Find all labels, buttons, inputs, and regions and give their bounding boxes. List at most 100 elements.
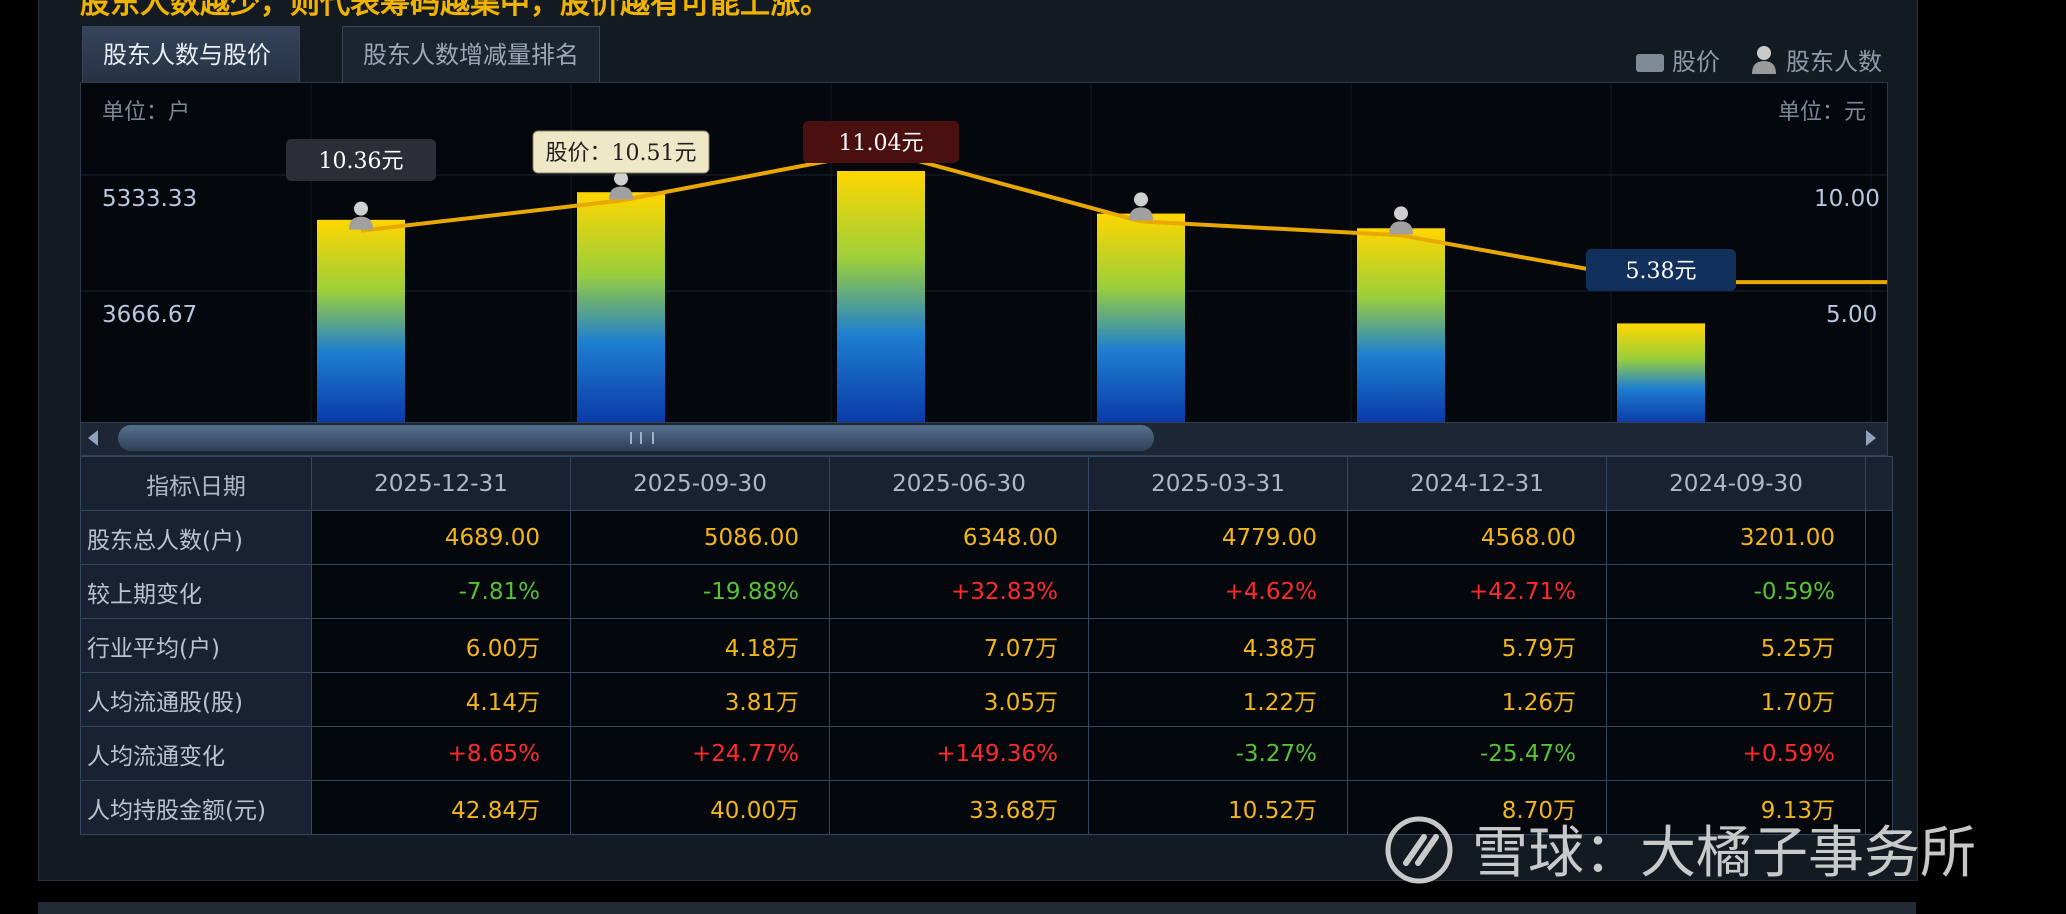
price-tooltip-box <box>286 139 436 181</box>
holders-bar <box>1097 213 1185 423</box>
table-cell: 3.81万 <box>570 672 830 727</box>
holders-price-chart: 10.36元 股价：10.51元 11.04元 5.38元 <box>80 82 1888 424</box>
legend-holders[interactable]: 股东人数 <box>1750 42 1882 81</box>
tab-holders-change-ranking[interactable]: 股东人数增减量排名 <box>342 26 600 83</box>
date-column-header: 2024-09-30 <box>1606 456 1866 511</box>
person-marker-icon <box>349 201 373 230</box>
table-row: 人均流通变化 +8.65% +24.77% +149.36% -3.27% -25.47%… <box>80 726 1893 781</box>
table-cell: 5086.00 <box>570 510 830 565</box>
table-cell: 1.22万 <box>1088 672 1348 727</box>
table-header-label: 指标\日期 <box>80 456 312 511</box>
table-cell-stub <box>1865 726 1893 781</box>
left-unit-label: 单位：户 <box>102 100 191 125</box>
chart-canvas: 10.36元 股价：10.51元 11.04元 5.38元 <box>81 83 1887 423</box>
price-tooltip-box <box>532 130 710 174</box>
table-cell: +8.65% <box>311 726 571 781</box>
table-cell: 4568.00 <box>1347 510 1607 565</box>
table-cell: +32.83% <box>829 564 1089 619</box>
right-tick-label: 10.00 <box>1814 186 1880 212</box>
holders-data-table: 指标\日期 2025-12-31 2025-09-30 2025-06-30 2… <box>80 456 1893 835</box>
row-label: 人均持股金额(元) <box>80 780 312 835</box>
price-legend-icon <box>1636 54 1664 72</box>
price-tooltip-label: 11.04元 <box>839 131 924 156</box>
table-cell: 7.07万 <box>829 618 1089 673</box>
holders-bar <box>1617 323 1705 423</box>
table-cell: 4.14万 <box>311 672 571 727</box>
right-tick-label: 5.00 <box>1826 302 1878 328</box>
table-cell: 3.05万 <box>829 672 1089 727</box>
person-marker-icon <box>1389 206 1413 235</box>
table-cell: 40.00万 <box>570 780 830 835</box>
xueqiu-logo-icon <box>1384 815 1460 899</box>
price-tooltip-box <box>803 121 959 163</box>
table-header-row: 指标\日期 2025-12-31 2025-09-30 2025-06-30 2… <box>80 456 1893 511</box>
table-cell: -3.27% <box>1088 726 1348 781</box>
holders-bar <box>837 171 925 423</box>
table-cell: 33.68万 <box>829 780 1089 835</box>
person-legend-icon <box>1750 45 1778 81</box>
table-cell: 10.52万 <box>1088 780 1348 835</box>
table-cell: -7.81% <box>311 564 571 619</box>
table-cell: +4.62% <box>1088 564 1348 619</box>
table-cell: 1.26万 <box>1347 672 1607 727</box>
date-column-header: 2025-06-30 <box>829 456 1089 511</box>
table-row: 人均流通股(股) 4.14万 3.81万 3.05万 1.22万 1.26万 1.70万 <box>80 672 1893 727</box>
table-row: 股东总人数(户) 4689.00 5086.00 6348.00 4779.00 4568… <box>80 510 1893 565</box>
table-row: 行业平均(户) 6.00万 4.18万 7.07万 4.38万 5.79万 5.25万 <box>80 618 1893 673</box>
date-column-header: 2025-12-31 <box>311 456 571 511</box>
table-cell: -0.59% <box>1606 564 1866 619</box>
price-tooltip-label: 5.38元 <box>1626 259 1697 284</box>
table-cell: 3201.00 <box>1606 510 1866 565</box>
table-cell: +42.71% <box>1347 564 1607 619</box>
table-cell: -19.88% <box>570 564 830 619</box>
table-row: 人均持股金额(元) 42.84万 40.00万 33.68万 10.52万 8.70万 9.… <box>80 780 1893 835</box>
table-cell: +0.59% <box>1606 726 1866 781</box>
date-column-header: 2024-12-31 <box>1347 456 1607 511</box>
person-marker-icon <box>1129 192 1153 221</box>
row-label: 人均流通变化 <box>80 726 312 781</box>
row-label: 人均流通股(股) <box>80 672 312 727</box>
table-cell: 9.13万 <box>1606 780 1866 835</box>
table-cell: 4.18万 <box>570 618 830 673</box>
bottom-bar <box>38 902 1916 914</box>
left-tick-label: 3666.67 <box>102 302 198 328</box>
legend-price[interactable]: 股价 <box>1636 42 1720 77</box>
table-cell: 8.70万 <box>1347 780 1607 835</box>
table-cell-stub <box>1865 780 1893 835</box>
price-tooltip-label: 股价：10.51元 <box>546 141 697 166</box>
table-cell: 4689.00 <box>311 510 571 565</box>
price-tooltip-box <box>1586 249 1736 291</box>
watermark: 雪球：大橘子事务所 <box>1384 808 1976 899</box>
holders-bar <box>1357 228 1445 423</box>
person-marker-icon <box>609 171 633 200</box>
headline-text: 股东人数越少，则代表筹码越集中，股价越有可能上涨。 <box>80 0 830 21</box>
table-cell: 4.38万 <box>1088 618 1348 673</box>
table-cell: +24.77% <box>570 726 830 781</box>
table-cell-stub <box>1865 510 1893 565</box>
tab-holders-vs-price[interactable]: 股东人数与股价比较 <box>82 26 300 125</box>
table-header-stub <box>1865 456 1893 511</box>
table-cell-stub <box>1865 672 1893 727</box>
table-row: 较上期变化 -7.81% -19.88% +32.83% +4.62% +42.71% -0… <box>80 564 1893 619</box>
table-cell: 5.79万 <box>1347 618 1607 673</box>
scroll-right-icon[interactable] <box>1866 430 1876 446</box>
date-column-header: 2025-09-30 <box>570 456 830 511</box>
scroll-left-icon[interactable] <box>88 430 98 446</box>
scrollbar-thumb[interactable] <box>118 425 1154 451</box>
holders-bar <box>317 219 405 423</box>
table-cell: -25.47% <box>1347 726 1607 781</box>
right-unit-label: 单位：元 <box>1778 100 1867 125</box>
table-cell: +149.36% <box>829 726 1089 781</box>
table-cell: 6348.00 <box>829 510 1089 565</box>
row-label: 较上期变化 <box>80 564 312 619</box>
row-label: 行业平均(户) <box>80 618 312 673</box>
left-tick-label: 5333.33 <box>102 186 198 212</box>
table-cell-stub <box>1865 618 1893 673</box>
table-cell-stub <box>1865 564 1893 619</box>
price-tooltip-label: 10.36元 <box>319 149 404 174</box>
table-cell: 4779.00 <box>1088 510 1348 565</box>
row-label: 股东总人数(户) <box>80 510 312 565</box>
table-cell: 1.70万 <box>1606 672 1866 727</box>
date-column-header: 2025-03-31 <box>1088 456 1348 511</box>
table-cell: 42.84万 <box>311 780 571 835</box>
